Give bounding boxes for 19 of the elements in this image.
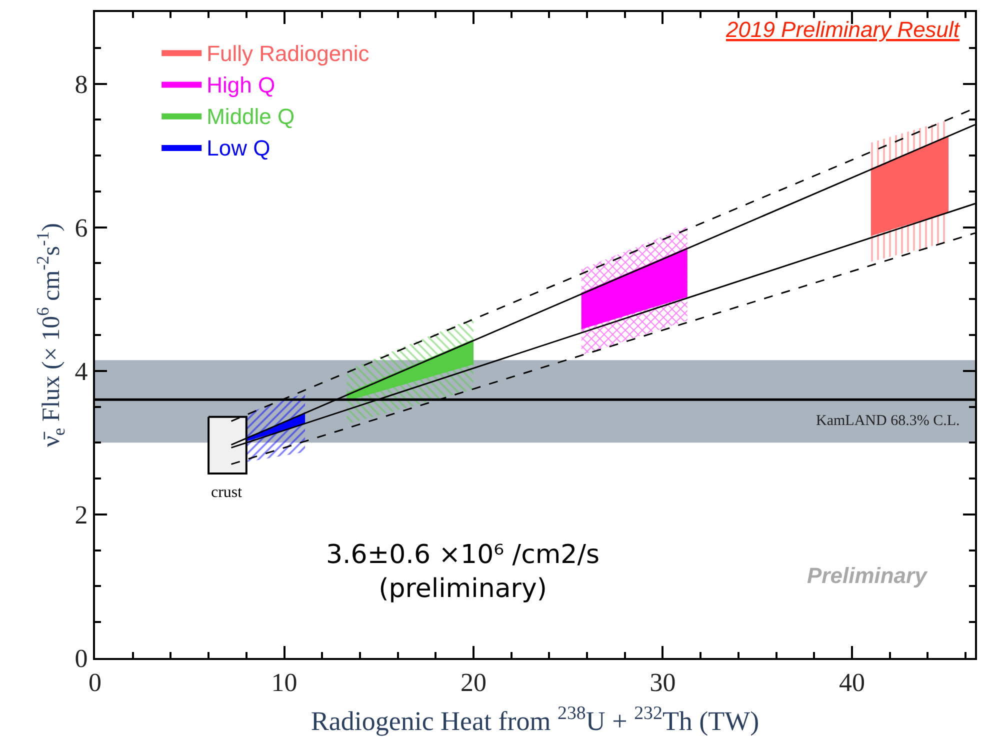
y-tick-label: 2 bbox=[74, 500, 88, 530]
legend-label: Middle Q bbox=[206, 104, 295, 129]
x-tick-label: 10 bbox=[271, 668, 298, 698]
y-tick-label: 0 bbox=[74, 644, 88, 674]
y-tick-label: 4 bbox=[74, 356, 88, 386]
y-tick-label: 6 bbox=[74, 213, 88, 242]
x-tick-label: 20 bbox=[460, 668, 486, 698]
x-tick-label: 30 bbox=[650, 668, 676, 698]
annotation: Preliminary bbox=[807, 563, 929, 588]
y-tick-label: 8 bbox=[74, 70, 88, 99]
annotation: crust bbox=[211, 484, 243, 501]
x-tick-label: 40 bbox=[838, 668, 865, 698]
legend-label: High Q bbox=[206, 72, 276, 98]
legend-label: Fully Radiogenic bbox=[206, 40, 370, 66]
band-label: KamLAND 68.3% C.L. bbox=[816, 413, 960, 429]
annotation: 3.6±0.6 ×10⁶ /cm2/s (preliminary) bbox=[326, 540, 600, 604]
chart-title: 2019 Preliminary Result bbox=[725, 17, 960, 42]
x-axis-title: Radiogenic Heat from $^{238}$U + $^{232}$Th (TW) bbox=[310, 702, 760, 736]
legend-label: Low Q bbox=[206, 136, 270, 161]
